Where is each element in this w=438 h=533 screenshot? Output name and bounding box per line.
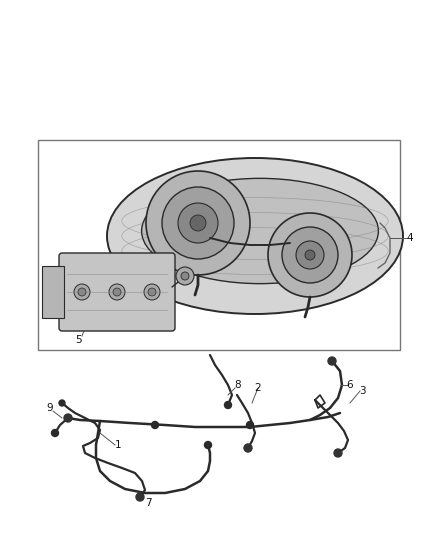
Circle shape — [305, 250, 315, 260]
Circle shape — [328, 357, 336, 365]
FancyBboxPatch shape — [59, 253, 175, 331]
Text: 2: 2 — [254, 383, 261, 393]
Ellipse shape — [107, 158, 403, 314]
Circle shape — [162, 187, 234, 259]
Text: 3: 3 — [359, 386, 365, 396]
Text: 8: 8 — [235, 380, 241, 390]
Text: 6: 6 — [347, 380, 353, 390]
Circle shape — [190, 215, 206, 231]
Circle shape — [144, 284, 160, 300]
Text: 5: 5 — [75, 335, 81, 345]
Circle shape — [152, 422, 159, 429]
Circle shape — [78, 288, 86, 296]
Text: 4: 4 — [407, 233, 413, 243]
Circle shape — [296, 241, 324, 269]
Circle shape — [334, 449, 342, 457]
Circle shape — [146, 171, 250, 275]
Text: 1: 1 — [115, 440, 121, 450]
Circle shape — [64, 414, 72, 422]
Bar — [42, 266, 64, 318]
Circle shape — [247, 422, 254, 429]
Circle shape — [113, 288, 121, 296]
Circle shape — [176, 267, 194, 285]
Circle shape — [181, 272, 189, 280]
Circle shape — [244, 444, 252, 452]
Text: 7: 7 — [145, 498, 151, 508]
Circle shape — [74, 284, 90, 300]
Bar — [38, 140, 400, 350]
Ellipse shape — [141, 179, 378, 284]
Circle shape — [205, 441, 212, 448]
Circle shape — [109, 284, 125, 300]
Circle shape — [136, 493, 144, 501]
Text: 9: 9 — [47, 403, 53, 413]
Circle shape — [178, 203, 218, 243]
Circle shape — [52, 430, 59, 437]
Circle shape — [148, 288, 156, 296]
Circle shape — [282, 227, 338, 283]
Circle shape — [59, 400, 65, 406]
Circle shape — [268, 213, 352, 297]
Circle shape — [225, 401, 232, 408]
